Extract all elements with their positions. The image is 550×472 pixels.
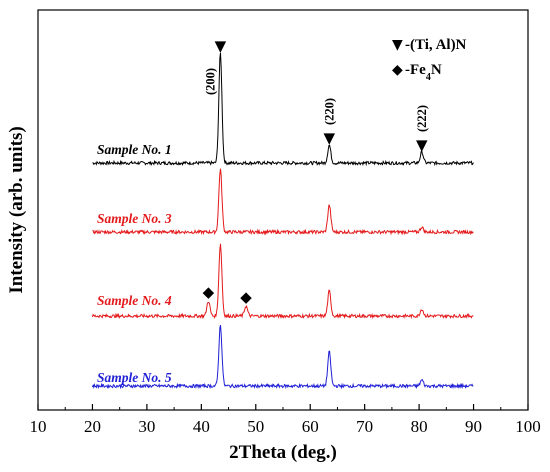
- diamond-marker: ◆: [240, 288, 252, 306]
- x-tick-label: 30: [138, 417, 155, 436]
- series-group: Sample No. 1 Sample No. 3 Sample No. 4 Samp…: [91, 52, 474, 390]
- series-label: Sample No. 4: [97, 293, 172, 308]
- x-tick-label: 60: [302, 417, 319, 436]
- x-tick-label: 20: [84, 417, 101, 436]
- peak-annotations: ▼ (200) ▼ (220) ▼ (222) ◆ ◆: [203, 37, 429, 306]
- series-line: [91, 325, 474, 390]
- x-axis-title: 2Theta (deg.): [229, 442, 337, 463]
- legend-marker: ◆: [392, 62, 403, 78]
- triangle-marker: ▼: [324, 129, 336, 147]
- x-tick-label: 100: [515, 417, 541, 436]
- x-tick-label: 10: [30, 417, 47, 436]
- series-line: [91, 243, 474, 320]
- triangle-marker: ▼: [416, 136, 428, 154]
- peak-hkl-label: (222): [415, 105, 429, 132]
- diamond-marker: ◆: [203, 283, 215, 301]
- legend-marker: ▼: [392, 37, 403, 53]
- x-tick-label: 50: [247, 417, 264, 436]
- series-label: Sample No. 1: [97, 142, 172, 157]
- x-axis-ticks: 10 20 30 40 50 60 70 80 90 100: [30, 404, 541, 436]
- peak-hkl-label: (200): [203, 68, 217, 95]
- y-axis-title: Intensity (arb. units): [6, 126, 27, 293]
- x-tick-label: 80: [411, 417, 428, 436]
- plot-frame: [37, 9, 529, 411]
- x-tick-label: 90: [465, 417, 482, 436]
- series-label: Sample No. 3: [97, 211, 172, 226]
- x-tick-label: 40: [193, 417, 210, 436]
- legend-entry: -(Ti, Al)N: [405, 37, 467, 53]
- x-tick-label: 70: [356, 417, 373, 436]
- legend-entry: -Fe4N: [405, 62, 442, 83]
- series-label: Sample No. 5: [97, 370, 172, 385]
- series-line: [92, 52, 474, 167]
- series-line: [92, 168, 474, 236]
- legend: ▼ -(Ti, Al)N◆ -Fe4N: [392, 37, 467, 83]
- triangle-marker: ▼: [215, 37, 227, 55]
- peak-hkl-label: (220): [322, 98, 336, 125]
